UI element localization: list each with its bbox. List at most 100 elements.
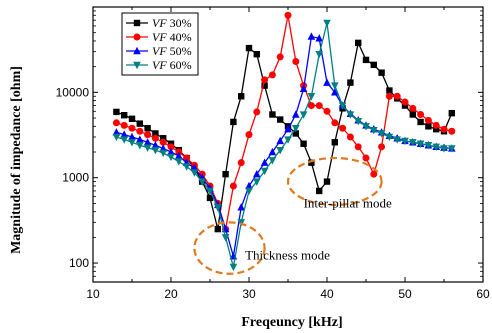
data-point [151, 141, 160, 149]
data-point [370, 127, 378, 135]
data-point [253, 108, 261, 116]
legend-marker [133, 46, 141, 55]
data-point [292, 125, 300, 133]
legend-label: VF 60% [152, 58, 192, 72]
data-point [331, 88, 339, 96]
data-point [362, 56, 370, 64]
data-point [307, 102, 315, 110]
data-point [448, 109, 455, 117]
y-tick-label: 100 [69, 256, 89, 270]
data-point [417, 118, 424, 126]
data-point [416, 140, 425, 148]
x-tick-label: 30 [242, 287, 256, 301]
legend-label-suffix: 60% [167, 58, 192, 72]
data-point [284, 11, 292, 19]
data-point [378, 143, 386, 151]
data-point [143, 144, 152, 152]
data-point [284, 125, 292, 133]
data-point [355, 39, 362, 47]
data-point [448, 145, 456, 153]
data-point [222, 170, 229, 178]
data-point [323, 178, 331, 185]
legend-label-prefix: VF [152, 16, 167, 30]
data-point [128, 139, 136, 147]
data-point [354, 117, 362, 126]
data-point [315, 102, 323, 110]
data-point [112, 119, 120, 127]
data-point [253, 178, 261, 186]
legend-label-suffix: 30% [167, 16, 192, 30]
annotation-ellipse [286, 156, 383, 207]
data-point [136, 142, 144, 150]
x-tick-label: 60 [476, 287, 490, 301]
data-point [315, 34, 323, 42]
data-point [346, 133, 354, 141]
legend-marker [133, 33, 141, 41]
data-point [268, 147, 277, 156]
data-point [136, 135, 144, 143]
data-point [260, 167, 269, 176]
data-point [167, 143, 175, 151]
data-point [214, 225, 221, 233]
x-axis-ticks: 10 20 30 40 50 60 [86, 7, 490, 301]
data-point [245, 187, 253, 196]
data-point [448, 127, 456, 135]
data-point [362, 154, 370, 162]
data-point [401, 98, 409, 106]
series-3 [112, 19, 456, 272]
data-point [409, 139, 417, 147]
data-point [432, 121, 440, 129]
data-point [331, 119, 339, 127]
data-point [230, 118, 237, 126]
legend-label: VF 50% [152, 44, 192, 58]
data-point [136, 120, 143, 127]
data-point [425, 123, 432, 130]
legend-marker [133, 19, 141, 27]
series-layer [112, 11, 456, 272]
data-point [300, 140, 307, 147]
data-point [245, 44, 253, 52]
data-point [214, 204, 222, 212]
data-point [190, 169, 199, 177]
annotation-ellipse [193, 221, 266, 275]
data-point [268, 157, 277, 165]
annotation-label: Inter-pillar mode [304, 195, 392, 210]
data-point [151, 147, 160, 155]
legend: VF 30%VF 40%VF 50%VF 60% [121, 12, 199, 76]
data-point [440, 125, 448, 133]
data-point [393, 136, 401, 144]
data-point [167, 153, 175, 162]
data-point [315, 50, 323, 59]
data-point [284, 136, 292, 144]
x-tick-label: 10 [86, 287, 100, 301]
data-point [261, 82, 268, 89]
data-point [378, 69, 385, 76]
legend-marker [133, 61, 141, 70]
data-point [424, 116, 432, 124]
legend-label-prefix: VF [152, 58, 167, 72]
data-point [143, 138, 152, 146]
data-point [113, 108, 120, 116]
legend-entry: VF 30% [126, 16, 192, 30]
data-point [354, 143, 362, 151]
data-point [409, 111, 416, 118]
x-axis-title: Freqeuncy [kHz] [241, 315, 342, 330]
data-point [323, 78, 331, 86]
data-point [299, 111, 308, 119]
y-axis-title: Magnitude of impedance [ohm] [9, 66, 24, 254]
data-point [253, 50, 260, 58]
data-point [276, 147, 284, 155]
data-point [307, 32, 316, 40]
data-point [377, 130, 386, 138]
data-point [323, 19, 331, 28]
data-point [316, 187, 323, 195]
data-point [292, 57, 300, 65]
data-point [238, 93, 245, 100]
data-point [128, 132, 136, 141]
data-point [245, 131, 253, 139]
data-point [347, 79, 354, 86]
data-point [401, 137, 409, 146]
legend-label-suffix: 40% [167, 30, 192, 44]
data-point [175, 151, 183, 160]
